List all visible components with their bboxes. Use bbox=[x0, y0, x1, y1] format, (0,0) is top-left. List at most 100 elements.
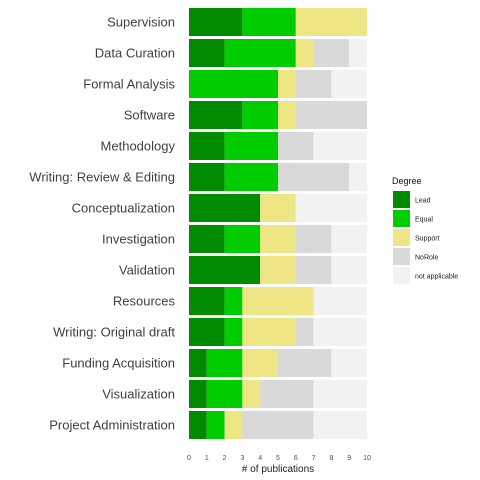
bar-formal-analysis-not-applicable bbox=[331, 70, 367, 98]
bar-project-administration-lead bbox=[189, 411, 207, 439]
bar-conceptualization-support bbox=[260, 194, 296, 222]
bar-supervision-equal bbox=[242, 8, 296, 36]
bar-software-support bbox=[278, 101, 296, 129]
legend-label-not-applicable: not applicable bbox=[415, 274, 458, 281]
bar-formal-analysis-support bbox=[278, 70, 296, 98]
bar-resources-lead bbox=[189, 287, 225, 315]
bar-writing-review-editing-norole bbox=[278, 163, 350, 191]
bar-software-norole bbox=[295, 101, 367, 129]
legend-label-equal: Equal bbox=[415, 217, 433, 224]
x-tick-label-6: 6 bbox=[294, 455, 298, 462]
bar-methodology-norole bbox=[278, 132, 314, 160]
bar-funding-acquisition-lead bbox=[189, 349, 207, 377]
legend-swatch-equal bbox=[393, 210, 410, 227]
legend-swatch-not-applicable bbox=[393, 267, 410, 284]
bar-investigation-support bbox=[260, 225, 296, 253]
bar-data-curation-support bbox=[295, 39, 314, 67]
bar-project-administration-support bbox=[224, 411, 243, 439]
bar-writing-review-editing-lead bbox=[189, 163, 225, 191]
x-tick-labels: 0 1 2 3 4 5 6 7 8 9 10 bbox=[187, 455, 371, 462]
bar-methodology-not-applicable bbox=[313, 132, 367, 160]
bar-funding-acquisition-not-applicable bbox=[331, 349, 367, 377]
bar-writing-original-draft-support bbox=[242, 318, 296, 346]
bar-writing-original-draft-equal bbox=[224, 318, 243, 346]
bar-visualization-not-applicable bbox=[313, 380, 367, 408]
x-tick-label-0: 0 bbox=[187, 455, 191, 462]
bar-funding-acquisition-equal bbox=[206, 349, 243, 377]
bar-resources-equal bbox=[224, 287, 243, 315]
x-tick-label-10: 10 bbox=[363, 455, 371, 462]
bars-layer bbox=[189, 8, 367, 439]
bar-funding-acquisition-support bbox=[242, 349, 278, 377]
category-label-visualization: Visualization bbox=[102, 387, 175, 402]
legend-swatch-norole bbox=[393, 248, 410, 265]
bar-validation-not-applicable bbox=[331, 256, 367, 284]
legend-title: Degree bbox=[392, 176, 422, 186]
category-label-methodology: Methodology bbox=[101, 139, 176, 154]
bar-visualization-norole bbox=[260, 380, 314, 408]
bar-data-curation-not-applicable bbox=[349, 39, 367, 67]
bar-validation-norole bbox=[295, 256, 332, 284]
legend-label-norole: NoRole bbox=[415, 255, 438, 262]
bar-resources-support bbox=[242, 287, 314, 315]
bar-project-administration-equal bbox=[206, 411, 225, 439]
bar-visualization-support bbox=[242, 380, 261, 408]
category-label-funding-acquisition: Funding Acquisition bbox=[62, 356, 175, 371]
bar-funding-acquisition-norole bbox=[278, 349, 332, 377]
legend-swatch-lead bbox=[393, 191, 410, 208]
legend-items: Lead Equal Support NoRole not applicable bbox=[393, 191, 458, 284]
x-tick-label-3: 3 bbox=[240, 455, 244, 462]
bar-visualization-equal bbox=[206, 380, 243, 408]
bar-supervision-lead bbox=[189, 8, 243, 36]
category-label-resources: Resources bbox=[113, 294, 176, 309]
category-label-software: Software bbox=[124, 108, 175, 123]
bar-supervision-support bbox=[295, 8, 367, 36]
x-tick-label-7: 7 bbox=[312, 455, 316, 462]
bar-writing-original-draft-not-applicable bbox=[313, 318, 367, 346]
x-tick-label-2: 2 bbox=[223, 455, 227, 462]
category-label-project-administration: Project Administration bbox=[49, 418, 175, 433]
bar-conceptualization-not-applicable bbox=[295, 194, 367, 222]
category-label-data-curation: Data Curation bbox=[95, 46, 175, 61]
bar-software-equal bbox=[242, 101, 278, 129]
bar-data-curation-lead bbox=[189, 39, 225, 67]
category-label-investigation: Investigation bbox=[102, 232, 175, 247]
category-label-formal-analysis: Formal Analysis bbox=[83, 77, 175, 92]
x-axis-title: # of publications bbox=[242, 464, 314, 475]
bar-project-administration-norole bbox=[242, 411, 314, 439]
bar-writing-original-draft-norole bbox=[295, 318, 314, 346]
bar-investigation-norole bbox=[295, 225, 332, 253]
bar-visualization-lead bbox=[189, 380, 207, 408]
x-tick-label-1: 1 bbox=[205, 455, 209, 462]
bar-methodology-lead bbox=[189, 132, 225, 160]
bar-investigation-not-applicable bbox=[331, 225, 367, 253]
category-label-writing-review-editing: Writing: Review & Editing bbox=[29, 170, 175, 185]
category-label-conceptualization: Conceptualization bbox=[72, 201, 175, 216]
bar-investigation-equal bbox=[224, 225, 261, 253]
bar-resources-not-applicable bbox=[313, 287, 367, 315]
bar-project-administration-not-applicable bbox=[313, 411, 367, 439]
bar-writing-original-draft-lead bbox=[189, 318, 225, 346]
bar-writing-review-editing-equal bbox=[224, 163, 278, 191]
legend-swatch-support bbox=[393, 229, 410, 246]
x-tick-label-8: 8 bbox=[329, 455, 333, 462]
bar-validation-support bbox=[260, 256, 296, 284]
category-label-validation: Validation bbox=[119, 263, 175, 278]
bar-formal-analysis-equal bbox=[189, 70, 278, 98]
legend: Degree Lead Equal Support NoRole not applica… bbox=[392, 176, 458, 284]
bar-data-curation-norole bbox=[313, 39, 350, 67]
legend-label-support: Support bbox=[415, 236, 440, 243]
bar-writing-review-editing-not-applicable bbox=[349, 163, 367, 191]
bar-validation-lead bbox=[189, 256, 261, 284]
x-tick-label-5: 5 bbox=[276, 455, 280, 462]
bar-methodology-equal bbox=[224, 132, 278, 160]
legend-label-lead: Lead bbox=[415, 198, 431, 205]
category-label-supervision: Supervision bbox=[107, 15, 175, 30]
bar-formal-analysis-norole bbox=[295, 70, 332, 98]
category-label-writing-original-draft: Writing: Original draft bbox=[53, 325, 175, 340]
bar-investigation-lead bbox=[189, 225, 225, 253]
bar-data-curation-equal bbox=[224, 39, 296, 67]
bar-conceptualization-lead bbox=[189, 194, 261, 222]
